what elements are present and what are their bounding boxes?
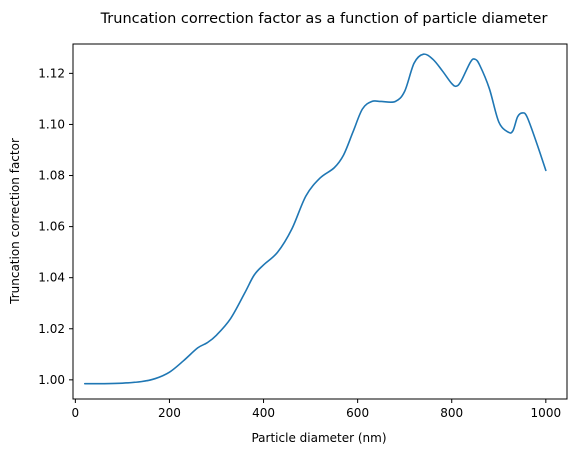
y-tick-label: 1.10 (38, 117, 65, 131)
y-axis: 1.00 1.02 1.04 1.06 1.08 1.10 1.12 (38, 66, 73, 387)
y-tick-label: 1.00 (38, 373, 65, 387)
x-tick-label: 800 (440, 406, 463, 420)
x-tick-label: 1000 (531, 406, 562, 420)
y-axis-label: Truncation correction factor (8, 138, 22, 305)
x-tick-label: 400 (252, 406, 275, 420)
y-tick-label: 1.06 (38, 220, 65, 234)
series-line-0 (83, 53, 547, 385)
y-tick-label: 1.02 (38, 322, 65, 336)
x-axis: 0 200 400 600 800 1000 (72, 399, 562, 420)
series-layer (83, 53, 547, 385)
x-tick-label: 600 (346, 406, 369, 420)
x-axis-label: Particle diameter (nm) (251, 431, 386, 445)
chart-title: Truncation correction factor as a functi… (100, 11, 548, 27)
x-tick-label: 0 (72, 406, 80, 420)
y-tick-label: 1.08 (38, 169, 65, 183)
y-tick-label: 1.04 (38, 271, 65, 285)
x-tick-label: 200 (158, 406, 181, 420)
y-tick-label: 1.12 (38, 66, 65, 80)
plot-area-frame (72, 43, 568, 400)
